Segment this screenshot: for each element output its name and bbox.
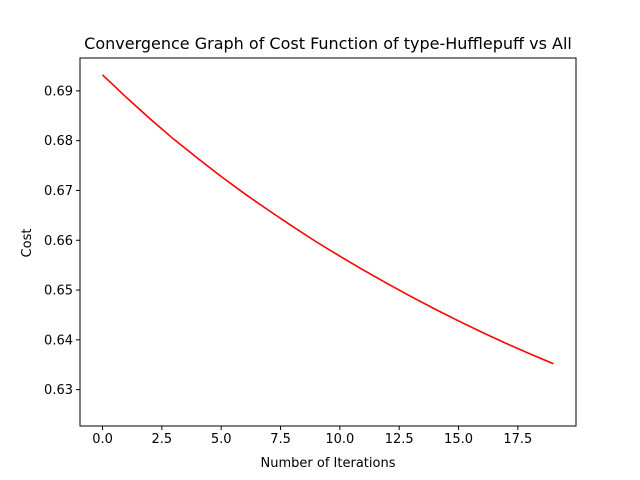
x-axis-label: Number of Iterations [261, 456, 396, 471]
series-layer [102, 74, 554, 365]
y-tick-label: 0.66 [44, 234, 73, 249]
x-tick-label: 0.0 [92, 432, 113, 447]
plot-frame [79, 57, 577, 427]
y-tick-label: 0.65 [44, 284, 73, 299]
x-tick-label: 5.0 [211, 432, 232, 447]
x-tick-label: 12.5 [385, 432, 414, 447]
y-axis-label: Cost [20, 229, 35, 258]
y-tick-label: 0.69 [44, 84, 73, 99]
x-tick-label: 7.5 [270, 432, 291, 447]
y-tick-label: 0.63 [44, 383, 73, 398]
y-tick-label: 0.67 [44, 184, 73, 199]
x-tick-label: 10.0 [325, 432, 354, 447]
plot-area [80, 58, 576, 426]
x-tick-label: 2.5 [152, 432, 173, 447]
cost-series-line [102, 74, 554, 365]
chart-title: Convergence Graph of Cost Function of ty… [84, 34, 572, 53]
x-tick-label: 15.0 [444, 432, 473, 447]
y-tick-label: 0.68 [44, 134, 73, 149]
x-tick-label: 17.5 [503, 432, 532, 447]
y-tick-label: 0.64 [44, 333, 73, 348]
y-axis: 0.63 0.64 0.65 0.66 0.67 0.68 0.69 [44, 84, 80, 398]
x-axis: 0.0 2.5 5.0 7.5 10.0 12.5 15.0 17.5 [92, 426, 532, 447]
